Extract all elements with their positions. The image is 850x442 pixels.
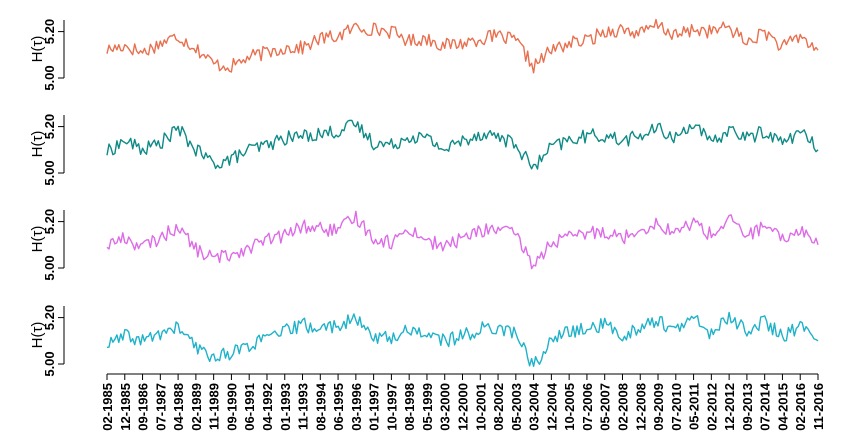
series-line-1 — [106, 18, 819, 74]
x-tick-label: 08-1998 — [402, 383, 417, 431]
x-tick-label: 11-1989 — [207, 383, 222, 430]
x-tick-label: 02-2016 — [793, 383, 808, 431]
panel-1: 5.00 5.20H(τ) — [29, 18, 819, 91]
x-tick-label: 10-2005 — [562, 383, 577, 431]
x-tick-label: 07-1987 — [153, 383, 168, 431]
x-tick-label: 12-2008 — [633, 383, 648, 431]
x-tick-label: 03-2000 — [438, 383, 453, 431]
x-tick-label: 12-2004 — [544, 382, 559, 430]
x-tick-label: 11-2016 — [811, 383, 826, 430]
panel-2: 5.00 5.20H(τ) — [29, 114, 819, 186]
x-tick-label: 12-2000 — [456, 383, 471, 431]
x-tick-label: 06-1995 — [331, 383, 346, 431]
y-tick-label: 5.00 — [42, 351, 57, 376]
x-tick-label: 02-2008 — [615, 383, 630, 431]
x-axis: 02-1985 12-1985 09-1986 07-1987 04-1988 02-19… — [100, 373, 826, 431]
x-tick-label: 10-2001 — [473, 383, 488, 431]
x-tick-label: 01-1997 — [367, 383, 382, 431]
series-line-2 — [106, 119, 819, 170]
x-tick-label: 05-2011 — [687, 383, 702, 430]
y-tick-label: 5.00 — [42, 65, 57, 90]
y-axis-label: H(τ) — [29, 226, 46, 253]
x-tick-label: 12-1985 — [118, 383, 133, 431]
x-tick-label: 10-1997 — [384, 383, 399, 431]
y-axis-label: H(τ) — [29, 322, 46, 349]
x-tick-label: 02-1985 — [100, 383, 115, 431]
y-axis-label: H(τ) — [29, 131, 46, 158]
y-tick-label: 5.20 — [42, 305, 57, 330]
x-tick-label: 04-1992 — [260, 383, 275, 431]
panel-4: 5.00 5.20H(τ) — [29, 305, 819, 377]
x-tick-label: 07-2006 — [580, 383, 595, 431]
x-tick-label: 09-1990 — [224, 383, 239, 431]
x-tick-label: 08-1994 — [313, 382, 328, 430]
x-tick-label: 02-1989 — [189, 383, 204, 431]
x-tick-label: 05-2003 — [509, 383, 524, 431]
series-line-4 — [106, 311, 819, 367]
x-tick-label: 05-2007 — [598, 383, 613, 431]
x-tick-label: 06-1991 — [242, 383, 257, 431]
x-tick-label: 12-2012 — [722, 383, 737, 431]
x-tick-label: 07-2010 — [669, 383, 684, 431]
y-tick-label: 5.20 — [42, 209, 57, 234]
x-tick-label: 03-1996 — [349, 383, 364, 431]
x-tick-label: 08-2002 — [491, 383, 506, 431]
x-tick-label: 05-1999 — [420, 383, 435, 431]
x-tick-label: 07-2014 — [758, 382, 773, 430]
x-tick-label: 09-1986 — [136, 383, 151, 431]
x-tick-label: 04-2015 — [775, 383, 790, 431]
x-tick-label: 01-1993 — [278, 383, 293, 431]
chart-panels: 5.005.20H(τ)5.005.20H(τ)5.005.20H(τ)5.00… — [29, 18, 819, 377]
x-tick-label: 09-2013 — [740, 383, 755, 431]
y-tick-label: 5.20 — [42, 19, 57, 44]
x-tick-label: 02-2012 — [704, 383, 719, 431]
x-tick-label: 04-1988 — [171, 383, 186, 431]
x-tick-label: 03-2004 — [527, 382, 542, 430]
y-tick-label: 5.00 — [42, 255, 57, 280]
x-tick-label: 11-1993 — [296, 383, 311, 430]
y-axis-label: H(τ) — [29, 36, 46, 63]
series-line-3 — [106, 210, 819, 270]
y-tick-label: 5.20 — [42, 114, 57, 139]
y-tick-label: 5.00 — [42, 160, 57, 185]
panel-3: 5.00 5.20H(τ) — [29, 209, 819, 281]
x-tick-label: 09-2009 — [651, 383, 666, 431]
